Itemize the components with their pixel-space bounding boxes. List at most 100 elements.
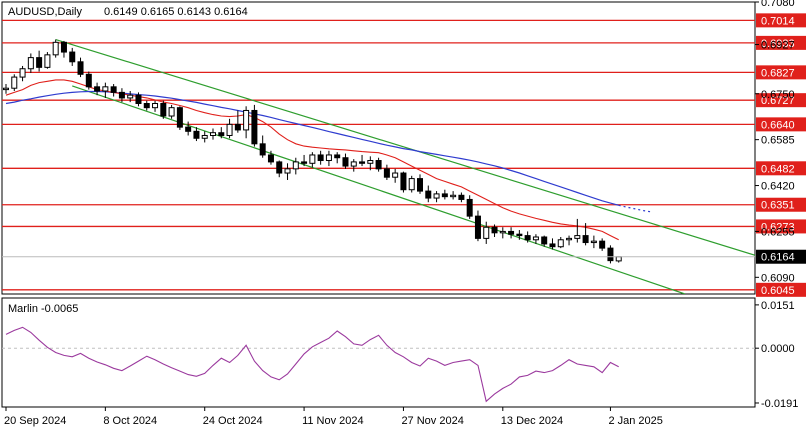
candle-body <box>185 126 192 132</box>
candle-body <box>441 193 448 198</box>
candle <box>19 65 26 82</box>
price-tick-label: 0.6090 <box>761 272 795 284</box>
candles <box>3 39 622 264</box>
candle <box>168 104 175 119</box>
level-label: 0.6273 <box>756 219 806 234</box>
level-label-bg <box>756 197 806 212</box>
candle <box>69 47 76 66</box>
candle <box>251 104 258 147</box>
level-label: 0.6640 <box>756 117 806 132</box>
candle <box>483 221 490 244</box>
candle <box>152 100 159 112</box>
candle-body <box>52 41 59 56</box>
level-label-bg <box>756 282 806 297</box>
candle-body <box>292 161 299 170</box>
oscillator-pane: 0.0151 0.0000 -0.0191 <box>2 300 798 410</box>
candle <box>284 163 291 180</box>
candle <box>342 153 349 169</box>
candle-body <box>210 132 216 136</box>
chart-symbol: AUDUSD,Daily <box>8 6 82 18</box>
candle-body <box>375 160 382 170</box>
candle <box>85 71 92 90</box>
candle <box>243 106 250 139</box>
candle <box>408 175 415 193</box>
level-label-bg <box>756 65 806 80</box>
time-axis: 20 Sep 2024 8 Oct 2024 24 Oct 2024 11 Nov 2… <box>4 407 663 427</box>
candle-body <box>193 130 200 139</box>
level-label-bg <box>756 219 806 234</box>
main-frame <box>1 1 756 295</box>
candle-body <box>615 256 622 262</box>
candle <box>176 106 183 130</box>
candle-body <box>450 194 457 198</box>
level-label-text: 0.6273 <box>761 221 795 233</box>
price-tick-label: 0.7080 <box>761 0 795 9</box>
level-label-text: 0.6045 <box>761 285 795 297</box>
candle <box>458 192 465 203</box>
candle <box>425 185 432 203</box>
candle <box>450 191 457 200</box>
candle <box>259 135 266 158</box>
candle-body <box>574 235 581 239</box>
candle-body <box>201 134 208 139</box>
candle-body <box>557 239 564 248</box>
candle <box>11 74 18 91</box>
candle-body <box>582 235 589 244</box>
candle <box>524 231 531 243</box>
candle-body <box>127 94 134 99</box>
level-label-text: 0.6727 <box>761 95 795 107</box>
candle-body <box>11 76 18 89</box>
level-label-text: 0.7014 <box>761 15 795 27</box>
candle-body <box>110 86 117 93</box>
candle <box>325 150 332 167</box>
candle <box>135 92 142 107</box>
candle-body <box>218 132 225 136</box>
candle <box>201 131 208 143</box>
candle <box>110 84 117 97</box>
price-tick-label: 0.6585 <box>761 135 795 147</box>
time-tick-label: 2 Jan 2025 <box>608 415 662 427</box>
candle <box>234 110 241 133</box>
candle-body <box>599 240 606 249</box>
candle <box>102 82 109 98</box>
level-label: 0.6482 <box>756 161 806 176</box>
candle-body <box>276 161 283 174</box>
candle <box>226 118 233 139</box>
candle-body <box>400 172 407 191</box>
candle <box>375 157 382 172</box>
candle-body <box>458 194 465 200</box>
candle-body <box>36 57 43 68</box>
candle <box>44 52 51 69</box>
candle-body <box>508 230 515 235</box>
candle-body <box>466 198 473 217</box>
candle <box>94 82 101 96</box>
candle-body <box>433 193 440 199</box>
candle-body <box>251 109 258 145</box>
oscillator-label: Marlin -0.0065 <box>8 303 78 315</box>
candle <box>516 230 523 240</box>
oscillator-frame <box>1 297 756 408</box>
candle-body <box>77 61 84 75</box>
level-label-bg <box>756 117 806 132</box>
candle <box>582 223 589 246</box>
time-tick-label: 20 Sep 2024 <box>4 415 66 427</box>
candle <box>334 152 341 164</box>
candle <box>36 50 43 72</box>
candle <box>541 235 548 247</box>
candle <box>143 100 150 111</box>
candle-body <box>516 233 523 237</box>
channel-lower <box>72 85 686 294</box>
candle <box>193 127 200 142</box>
candle-body <box>27 57 34 70</box>
candle <box>433 191 440 203</box>
candle <box>52 39 59 58</box>
oscillator-line <box>5 326 619 403</box>
candle <box>532 234 539 244</box>
candle <box>77 57 84 78</box>
level-label-text: 0.6351 <box>761 200 795 212</box>
candle-body <box>334 154 341 159</box>
candle-body <box>590 240 597 244</box>
candle-body <box>284 168 291 174</box>
candle-body <box>94 86 101 92</box>
level-label-bg <box>756 13 806 28</box>
